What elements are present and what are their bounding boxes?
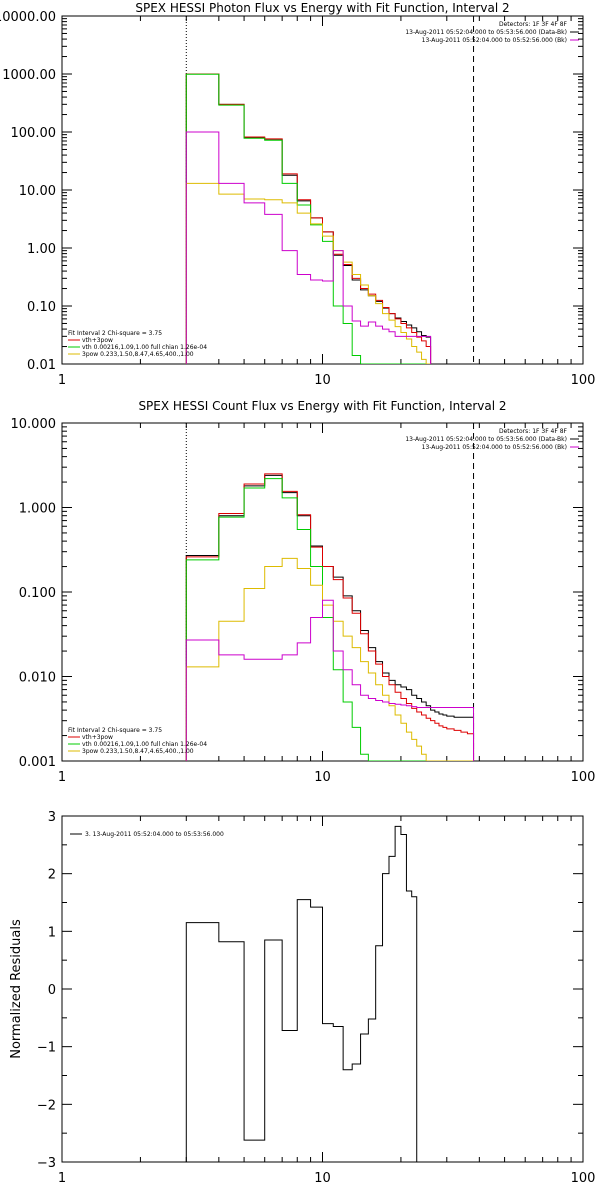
top-legend-text: 3. 13-Aug-2011 05:52:04.000 to 05:53:56.… [85,831,224,838]
y-tick-label: 0.100 [19,586,56,601]
fit-legend-text: 3pow 0.233,1.50,8.47,4.65,400.,1.00 [82,351,194,358]
plot-area [185,423,475,761]
top-legend-text: Detectors: 1F 3F 4F 8F [499,428,568,435]
top-legend-text: 13-Aug-2011 05:52:04.000 to 05:53:56.000… [405,29,567,36]
x-tick-label: 1 [58,1171,66,1186]
fit-legend-header: Fit Interval 2 Chi-square = 3.75 [68,727,162,734]
y-tick-label: 0.001 [19,755,56,770]
top-legend-text: 13-Aug-2011 05:52:04.000 to 05:53:56.000… [405,436,567,443]
x-tick-label: 10 [314,373,331,388]
top-legend-text: Detectors: 1F 3F 4F 8F [499,21,568,28]
x-tick-label: 10 [314,770,331,785]
y-tick-label: 10.00 [19,184,56,199]
y-tick-label: 3 [48,810,56,825]
x-tick-label: 100 [571,1171,596,1186]
chart-panel-2: SPEX HESSI Count Flux vs Energy with Fit… [11,399,596,785]
y-tick-label: 1 [48,925,56,940]
fit-legend-text: vth+3pow [82,734,113,741]
y-tick-label: 10.000 [11,417,57,432]
y-tick-label: −3 [37,1156,56,1171]
plot-area [185,825,418,1162]
y-tick-label: −1 [37,1041,56,1056]
chart-panel-1: SPEX HESSI Photon Flux vs Energy with Fi… [0,1,595,388]
y-tick-label: 0.10 [27,300,56,315]
y-tick-label: 10000.00 [0,10,56,25]
y-axis-label: Normalized Residuals [9,919,24,1059]
x-tick-label: 1 [58,373,66,388]
y-tick-label: 100.00 [11,126,57,141]
series-line-4 [185,182,431,364]
chart-title: SPEX HESSI Photon Flux vs Energy with Fi… [135,1,509,15]
x-tick-label: 1 [58,770,66,785]
fit-legend-text: vth 0.00216,1.09,1.00 full chian 1.26e-0… [82,344,207,351]
fit-legend-header: Fit Interval 2 Chi-square = 3.75 [68,330,162,337]
fit-legend-text: vth+3pow [82,337,113,344]
y-tick-label: 1000.00 [2,68,56,83]
plot-area [185,16,475,364]
y-tick-label: 1.00 [27,242,56,257]
x-tick-label: 100 [571,373,596,388]
x-tick-label: 10 [314,1171,331,1186]
series-line-4 [185,557,474,761]
series-line-5 [185,599,475,761]
y-tick-label: 0.01 [27,358,56,373]
chart-title: SPEX HESSI Count Flux vs Energy with Fit… [138,399,506,413]
fit-legend-text: 3pow 0.233,1.50,8.47,4.65,400.,1.00 [82,748,194,755]
y-tick-label: 0 [48,983,56,998]
plot-frame [61,15,584,365]
series-line-5 [185,131,432,364]
fit-legend-text: vth 0.00216,1.09,1.00 full chian 1.26e-0… [82,741,207,748]
y-tick-label: 2 [48,868,56,883]
top-legend-text: 13-Aug-2011 05:52:04.000 to 05:52:56.000… [422,37,567,44]
series-line-1 [185,825,418,1162]
y-tick-label: 1.000 [19,502,56,517]
top-legend-text: 13-Aug-2011 05:52:04.000 to 05:52:56.000… [422,444,567,451]
y-tick-label: −2 [37,1098,56,1113]
series-line-2 [185,73,432,364]
x-tick-label: 100 [571,770,596,785]
series-line-3 [185,73,431,364]
y-tick-label: 0.010 [19,671,56,686]
series-line-3 [185,478,474,761]
